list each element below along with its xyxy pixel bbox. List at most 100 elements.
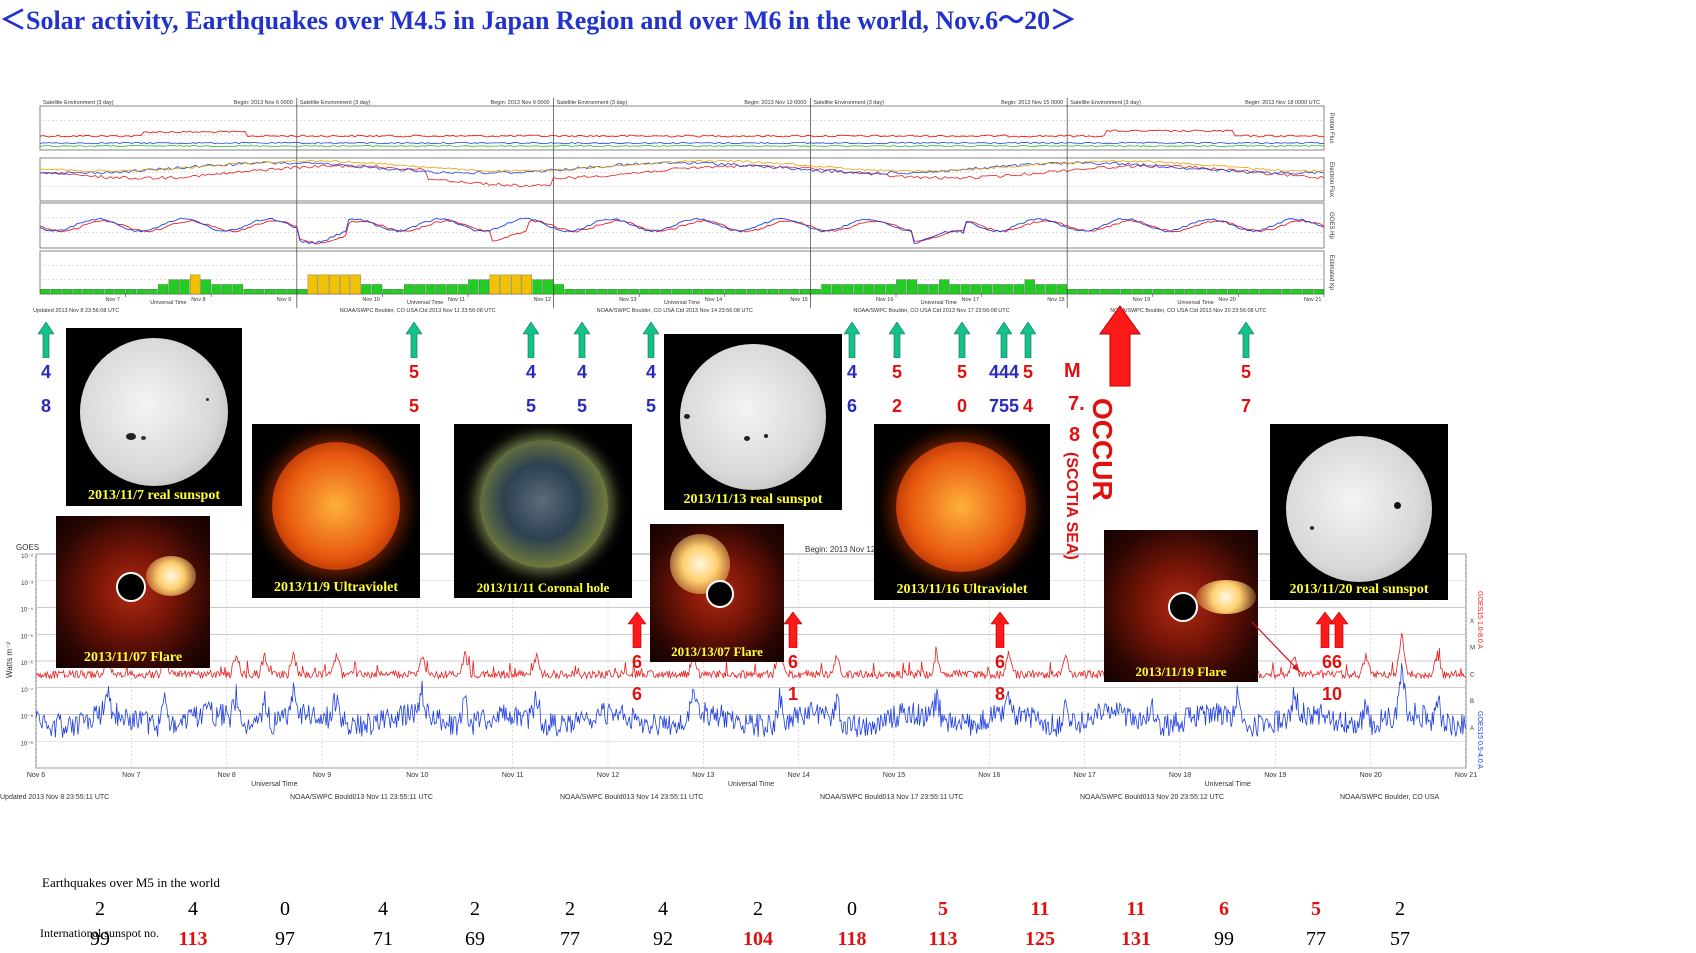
x-tick-label: Nov 12: [534, 297, 551, 303]
kp-bar: [511, 274, 522, 295]
x-tick-label: Nov 9: [277, 297, 291, 303]
x-tick-label: Nov 21: [1304, 297, 1321, 303]
kp-bar: [1163, 289, 1174, 295]
segment-header: Satellite Environment (3 day): [43, 100, 114, 106]
kp-bar: [585, 289, 597, 295]
kp-bar: [297, 289, 308, 295]
japan-quake-mag-top: 5: [1022, 362, 1033, 382]
xray-short-label: GOES15 0.5-4.0 A: [1476, 711, 1483, 769]
kp-bar: [532, 279, 543, 295]
kp-bar: [1067, 289, 1078, 295]
eq-count-cell: 0: [847, 898, 857, 920]
kp-bar: [1131, 289, 1142, 295]
x-axis-label: Universal Time: [1177, 300, 1213, 306]
kp-bar: [543, 279, 554, 295]
kp-bar: [960, 284, 971, 295]
kp-bar: [1142, 289, 1153, 295]
segment-begin: Begin: 2013 Nov 15 0000: [1001, 100, 1063, 106]
kp-bar: [254, 289, 265, 295]
kp-bar: [1227, 289, 1239, 295]
kp-bar: [339, 274, 351, 295]
kp-bar: [1238, 289, 1249, 295]
green-up-arrow-icon: [38, 322, 54, 358]
kp-bar: [981, 284, 993, 295]
kp-bar: [821, 284, 832, 295]
flare-image-nov13: 2013/13/07 Flare: [650, 524, 784, 662]
kp-bar: [211, 284, 222, 295]
kp-bar: [361, 284, 372, 295]
kp-bar: [264, 289, 276, 295]
panel-right-label: Estimated Kp: [1328, 255, 1334, 291]
kp-bar: [190, 274, 201, 295]
kp-bar: [682, 289, 693, 295]
sunspot-number-cell: 97: [275, 928, 295, 950]
image-caption: 2013/11/20 real sunspot: [1289, 582, 1429, 597]
kp-bar: [767, 289, 779, 295]
kp-bar: [896, 279, 907, 295]
japan-quake-mag-bottom: 5: [525, 396, 536, 416]
kp-bar: [478, 279, 490, 295]
eq-count-cell: 5: [938, 898, 948, 920]
japan-quake-mag-bottom: 755: [988, 396, 1020, 416]
japan-quake-mag-bottom: 5: [576, 396, 587, 416]
sunspot-number-cell: 125: [1025, 928, 1055, 950]
sunspot-image-nov20: 2013/11/20 real sunspot: [1270, 424, 1448, 600]
sunspot-number-cell: 99: [90, 928, 110, 950]
kp-bar: [1013, 284, 1025, 295]
sunspot-number-cell: 69: [465, 928, 485, 950]
xray-class-label: X: [1470, 619, 1474, 625]
xray-ytick: 10⁻⁷: [21, 687, 33, 694]
kp-bar: [735, 289, 746, 295]
segment-footer: NOAA/SWPC Boulder, CO USA Ctd 2013 Nov 2…: [1110, 308, 1266, 314]
segment-begin: Begin: 2013 Nov 12 0000: [744, 100, 806, 106]
kp-bar: [725, 289, 736, 295]
japan-quake-mag-bottom: 5: [408, 396, 419, 416]
kp-bar: [799, 289, 811, 295]
green-up-arrow-icon: [643, 322, 659, 358]
x-tick-label: Nov 15: [790, 297, 807, 303]
sun-disc-icon: [80, 338, 228, 486]
eq-count-cell: 11: [1126, 898, 1146, 920]
hp-trace-blue: [39, 217, 1325, 245]
red-up-arrow-icon: [1316, 612, 1348, 648]
kp-bar: [425, 284, 436, 295]
kp-bar: [468, 279, 479, 295]
eq-count-cell: 2: [753, 898, 763, 920]
sunspot-number-cell: 118: [837, 928, 867, 950]
xray-xtick: Nov 19: [1264, 772, 1286, 779]
kp-bar: [200, 279, 211, 295]
kp-bar: [179, 279, 190, 295]
kp-bar: [596, 289, 607, 295]
sunspot-number-cell: 104: [743, 928, 773, 950]
kp-bar: [350, 274, 361, 295]
kp-bar: [1206, 289, 1217, 295]
xray-ylabel: Watts m⁻²: [5, 642, 14, 678]
kp-bar: [1120, 289, 1132, 295]
segment-begin: Begin: 2013 Nov 18 0000 UTC: [1245, 100, 1320, 106]
xray-class-label: M: [1470, 646, 1475, 652]
xray-xlabel: Universal Time: [1205, 781, 1251, 788]
kp-bar: [692, 289, 704, 295]
japan-quake-mag-bottom: 2: [891, 396, 902, 416]
kp-bar: [1260, 289, 1271, 295]
world-quake-mag-bottom: 10: [1321, 684, 1343, 704]
world-quake-mag-bottom: 8: [994, 684, 1005, 704]
red-up-arrow-icon: [991, 612, 1009, 648]
sunspot-number-cell: 77: [1306, 928, 1326, 950]
sunspot-number-cell: 99: [1214, 928, 1234, 950]
japan-quake-mag-top: 5: [408, 362, 419, 382]
xray-ytick: 10⁻⁸: [21, 714, 34, 721]
m78-magnitude-bot: 8: [1069, 424, 1081, 446]
image-caption: 2013/11/16 Ultraviolet: [896, 582, 1028, 597]
kp-bar: [1078, 289, 1089, 295]
xray-xtick: Nov 15: [883, 772, 905, 779]
kp-bar: [307, 274, 318, 295]
occulter-disc-icon: [1168, 592, 1198, 622]
kp-bar: [1110, 289, 1121, 295]
japan-quake-mag-top: 4: [645, 362, 656, 382]
satellite-environment-chart: Proton Flux Electron Flux GOES Hp Estimated…: [33, 98, 1334, 314]
x-tick-label: Nov 17: [962, 297, 979, 303]
x-tick-label: Nov 8: [191, 297, 205, 303]
xray-footer: NOAA/SWPC Bould013 Nov 20 23:55:12 UTC: [1080, 794, 1224, 801]
uv-image-nov9: 2013/11/9 Ultraviolet: [252, 424, 420, 598]
